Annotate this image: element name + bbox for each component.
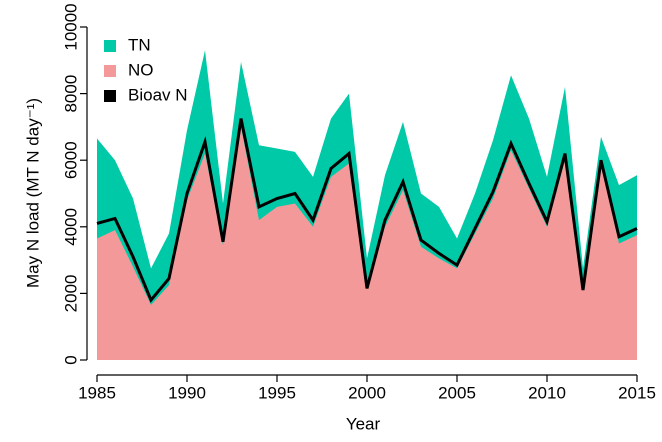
x-tick-label: 1990 xyxy=(168,383,206,402)
legend-swatch xyxy=(104,40,116,52)
x-tick-label: 1985 xyxy=(78,383,116,402)
y-tick-label: 8000 xyxy=(61,75,80,113)
x-axis-label: Year xyxy=(346,414,381,433)
y-tick-label: 0 xyxy=(61,355,80,364)
x-tick-label: 2005 xyxy=(438,383,476,402)
y-axis-label: May N load (MT N day⁻¹) xyxy=(23,98,42,288)
legend-label: NO xyxy=(128,60,154,79)
y-tick-label: 6000 xyxy=(61,141,80,179)
x-tick-label: 2015 xyxy=(618,383,656,402)
legend-label: TN xyxy=(128,35,151,54)
legend-swatch xyxy=(104,90,116,102)
legend-label: Bioav N xyxy=(128,85,188,104)
area xyxy=(97,126,637,361)
legend-swatch xyxy=(104,65,116,77)
line xyxy=(96,118,638,303)
x-tick-label: 2000 xyxy=(348,383,386,402)
x-tick-label: 1995 xyxy=(258,383,296,402)
y-tick-label: 10000 xyxy=(61,3,80,50)
y-tick-label: 4000 xyxy=(61,208,80,246)
y-tick-label: 2000 xyxy=(61,274,80,312)
x-tick-label: 2010 xyxy=(528,383,566,402)
